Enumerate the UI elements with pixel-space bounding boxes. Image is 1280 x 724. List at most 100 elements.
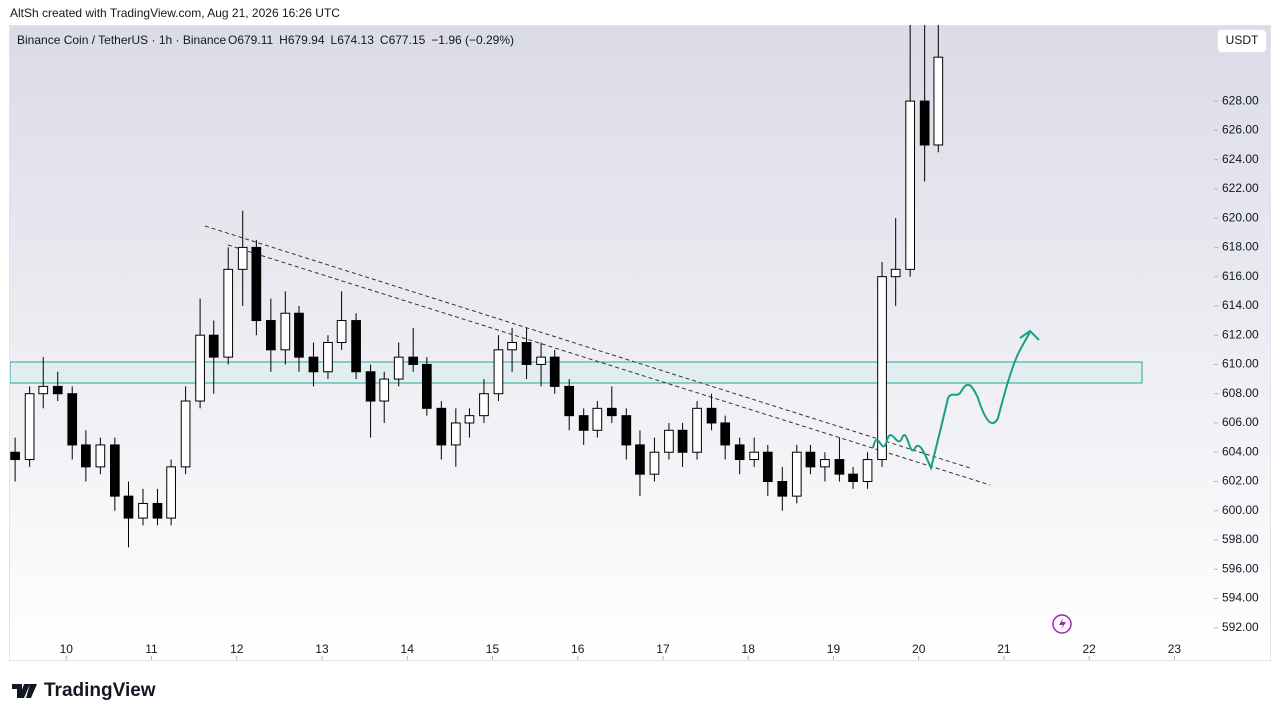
- candle: [152, 488, 163, 526]
- candle-body: [664, 429, 674, 453]
- candle-body: [507, 342, 517, 351]
- candle-body: [351, 320, 361, 373]
- candle-body: [10, 451, 20, 461]
- candle-body: [877, 276, 887, 461]
- candle: [521, 327, 532, 380]
- y-tick-label: 614.00: [1222, 298, 1259, 312]
- candle: [450, 408, 461, 467]
- y-tick-label: 610.00: [1222, 357, 1259, 371]
- candle: [762, 444, 773, 497]
- candle: [564, 379, 575, 431]
- candle: [365, 364, 376, 438]
- y-tick-label: 618.00: [1222, 240, 1259, 254]
- candle-body: [294, 312, 304, 358]
- candle: [606, 386, 617, 423]
- candle: [379, 371, 390, 423]
- symbol-title: Binance Coin / TetherUS · 1h · Binance: [17, 33, 227, 47]
- candle-body: [749, 451, 760, 461]
- candle: [805, 444, 816, 475]
- candle-body: [592, 407, 603, 431]
- candle-body: [919, 100, 930, 146]
- candle-body: [265, 320, 276, 351]
- candle-body: [408, 356, 419, 365]
- y-tick-label: 600.00: [1222, 503, 1259, 517]
- candle-body: [237, 246, 248, 270]
- candle-body: [521, 342, 532, 365]
- legend: Binance Coin / TetherUS · 1h · Binance O…: [17, 33, 514, 47]
- candle: [749, 437, 760, 467]
- candle: [408, 327, 419, 372]
- plot-area: [10, 25, 1143, 548]
- candle: [180, 386, 191, 475]
- ohlc-item: −1.96 (−0.29%): [431, 33, 514, 47]
- candle: [351, 313, 361, 380]
- candle: [791, 444, 802, 504]
- candle-body: [720, 422, 731, 446]
- candle-body: [280, 312, 291, 351]
- candle-body: [436, 407, 447, 446]
- candle-body: [791, 451, 802, 497]
- candle: [919, 25, 930, 182]
- candle: [536, 342, 546, 387]
- candle-body: [762, 451, 773, 482]
- candle: [308, 342, 319, 387]
- logo: TradingView: [12, 680, 156, 701]
- candle: [24, 386, 35, 467]
- candle-body: [336, 320, 347, 344]
- candle: [848, 466, 858, 489]
- candle-body: [479, 393, 489, 417]
- candle: [237, 210, 248, 306]
- candle: [734, 437, 745, 475]
- candle-body: [635, 444, 645, 475]
- candle: [67, 386, 78, 460]
- candle: [877, 262, 887, 467]
- candle-body: [834, 459, 845, 475]
- candle: [777, 466, 788, 511]
- y-tick-label: 624.00: [1222, 152, 1259, 166]
- y-tick-label: 620.00: [1222, 210, 1259, 224]
- candle-body: [649, 451, 660, 475]
- candle: [677, 422, 688, 467]
- x-tick-label: 10: [60, 642, 74, 656]
- candle-body: [81, 444, 91, 468]
- candle-body: [564, 385, 575, 417]
- y-tick-label: 604.00: [1222, 444, 1259, 458]
- projection-path: [872, 331, 1031, 471]
- candle: [905, 25, 916, 277]
- logo-mark: [12, 684, 37, 698]
- y-tick-label: 596.00: [1222, 561, 1259, 575]
- candle-body: [365, 371, 376, 402]
- candle: [421, 357, 432, 416]
- y-tick-label: 612.00: [1222, 327, 1259, 341]
- candle: [549, 349, 560, 394]
- y-tick-label: 606.00: [1222, 415, 1259, 429]
- candle: [621, 408, 632, 460]
- candle: [706, 393, 717, 431]
- chart-frame: [9, 25, 1271, 661]
- candle: [38, 357, 49, 409]
- x-tick-label: 11: [145, 642, 158, 656]
- projection-arrow: [1019, 329, 1040, 341]
- candle-body: [905, 100, 916, 270]
- candle: [664, 422, 674, 460]
- candle-body: [180, 400, 191, 468]
- candle: [265, 298, 276, 372]
- trendline: [204, 225, 971, 469]
- candle-body: [777, 480, 788, 497]
- x-tick-label: 13: [315, 642, 329, 656]
- candle-body: [24, 393, 35, 461]
- x-tick-label: 19: [827, 642, 841, 656]
- credit: AltSh created with TradingView.com, Aug …: [10, 6, 340, 20]
- candle: [649, 437, 660, 482]
- candle-body: [848, 473, 858, 482]
- x-tick-label: 20: [912, 642, 926, 656]
- candle-body: [536, 356, 546, 365]
- candle-body: [67, 393, 78, 446]
- y-tick-label: 616.00: [1222, 269, 1259, 283]
- y-tick-label: 602.00: [1222, 474, 1259, 488]
- candle: [123, 481, 134, 548]
- candle: [336, 291, 347, 350]
- candle-body: [677, 429, 688, 453]
- candle-body: [38, 385, 49, 395]
